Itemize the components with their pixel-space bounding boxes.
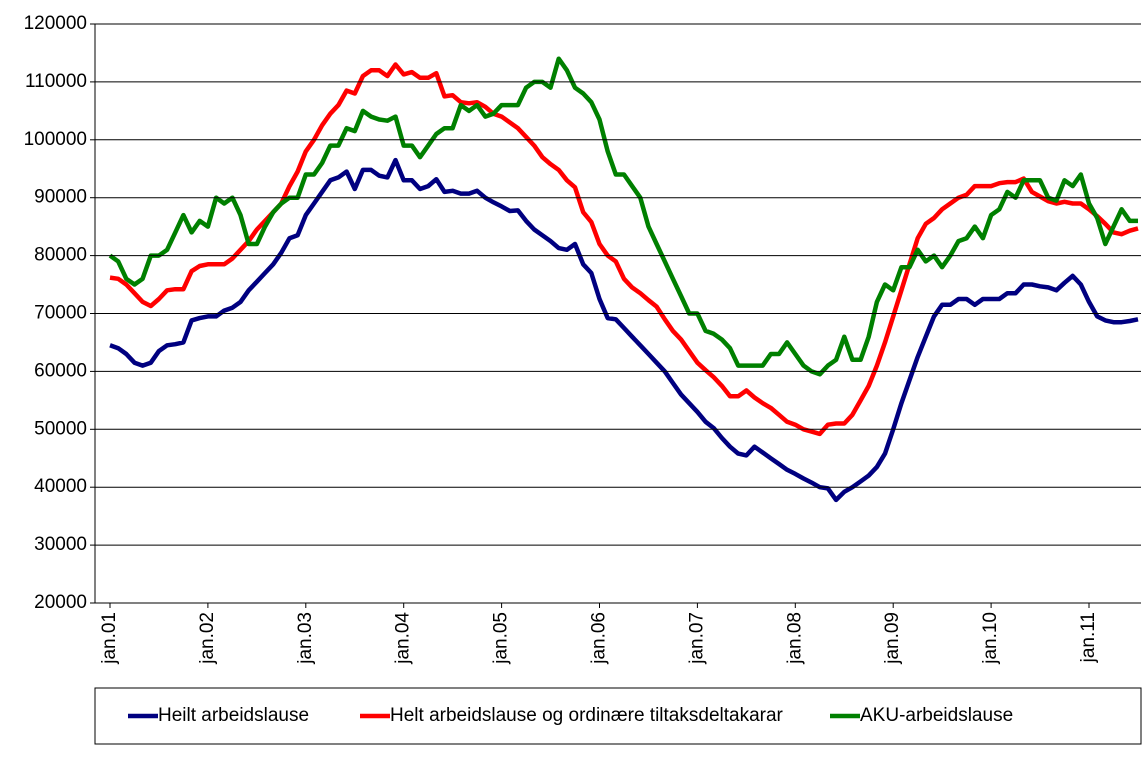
y-tick-label: 100000 bbox=[24, 129, 87, 150]
series-line bbox=[108, 56, 1138, 377]
plot-area bbox=[108, 56, 1139, 503]
series-line bbox=[109, 157, 1139, 503]
y-tick-label: 30000 bbox=[34, 534, 87, 555]
x-tick-label: jan.09 bbox=[882, 612, 903, 665]
x-tick-label: jan.05 bbox=[491, 612, 512, 665]
series-line bbox=[109, 62, 1139, 437]
legend-box bbox=[94, 687, 1142, 745]
legend-label: AKU-arbeidslause bbox=[860, 705, 1013, 726]
y-tick-label: 80000 bbox=[34, 245, 87, 266]
x-tick-label: jan.06 bbox=[589, 612, 610, 665]
y-tick-label: 40000 bbox=[34, 476, 87, 497]
x-tick-label: jan.08 bbox=[784, 612, 805, 665]
x-tick-label: jan.11 bbox=[1078, 612, 1099, 663]
y-tick-label: 110000 bbox=[25, 71, 87, 92]
x-tick-label: jan.02 bbox=[197, 612, 218, 665]
legend-label: Heilt arbeidslause bbox=[158, 705, 309, 726]
y-tick-label: 20000 bbox=[34, 592, 87, 613]
x-tick-label: jan.07 bbox=[686, 612, 707, 665]
x-tick-label: jan.03 bbox=[295, 612, 316, 665]
y-tick-label: 120000 bbox=[24, 13, 87, 34]
y-tick-label: 90000 bbox=[34, 187, 87, 208]
y-tick-label: 50000 bbox=[34, 418, 87, 439]
x-tick-label: jan.04 bbox=[393, 612, 414, 665]
y-tick-label: 60000 bbox=[34, 360, 87, 381]
legend-label: Helt arbeidslause og ordinære tiltaksdel… bbox=[390, 705, 784, 726]
y-tick-label: 70000 bbox=[34, 303, 87, 324]
x-tick-label: jan.10 bbox=[980, 612, 1001, 665]
x-tick-label: jan.01 bbox=[99, 612, 120, 665]
